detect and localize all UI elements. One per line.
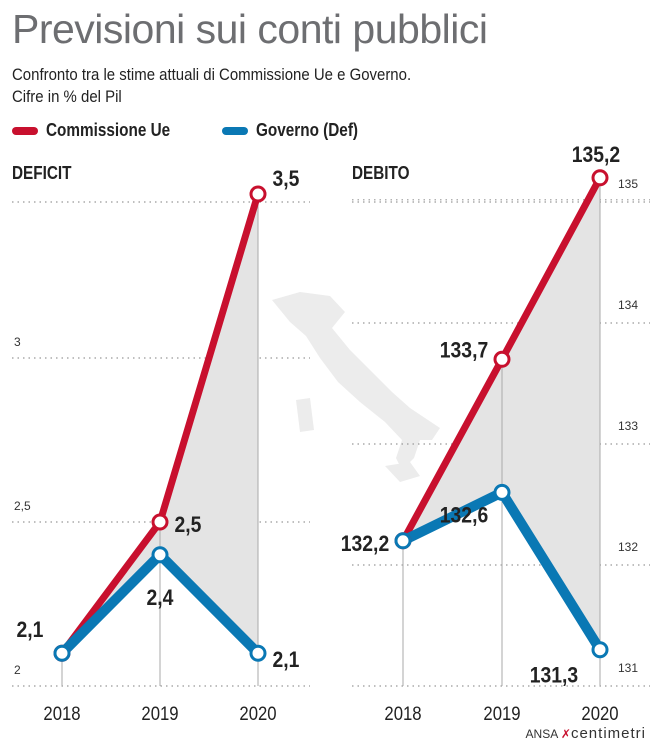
centimetri-logo-icon: ✗	[560, 727, 571, 741]
data-point-governo	[591, 641, 609, 659]
x-tick-label: 2018	[43, 703, 80, 724]
y-tick-label: 3	[14, 335, 21, 349]
italy-map-watermark	[272, 292, 440, 482]
difference-area	[62, 194, 258, 654]
y-tick-label: 135	[618, 177, 638, 191]
data-label: 2,1	[17, 618, 44, 642]
data-label: 2,5	[175, 513, 202, 537]
x-tick-label: 2019	[483, 703, 520, 724]
data-point-governo	[493, 483, 511, 501]
subtitle-line-2: Cifre in % del Pil	[12, 87, 122, 106]
credit-source: ANSA	[525, 727, 558, 741]
data-label: 133,7	[440, 338, 488, 362]
legend-swatch-red	[12, 126, 38, 135]
panel-title-deficit: DEFICIT	[12, 163, 72, 183]
data-point-commissione	[249, 185, 267, 203]
legend-label: Governo (Def)	[256, 120, 359, 140]
y-tick-label: 2	[14, 663, 21, 677]
data-label: 132,6	[440, 503, 488, 527]
y-tick-label: 134	[618, 298, 638, 312]
data-point-governo	[249, 644, 267, 662]
data-label: 2,1	[273, 648, 300, 672]
data-point-commissione	[151, 513, 169, 531]
data-label: 2,4	[147, 586, 174, 610]
credit-brand: centimetri	[570, 725, 646, 742]
y-tick-label: 133	[618, 419, 638, 433]
subtitle-line-1: Confronto tra le stime attuali di Commis…	[12, 65, 412, 84]
chart-subtitle: Confronto tra le stime attuali di Commis…	[12, 64, 411, 108]
credit: ANSA ✗centimetri	[526, 725, 646, 742]
data-label: 3,5	[273, 167, 300, 191]
data-label: 131,3	[530, 664, 578, 688]
legend-item-commissione: Commissione Ue	[12, 120, 192, 141]
legend-label: Commissione Ue	[46, 120, 171, 140]
data-point-governo	[53, 644, 71, 662]
chart-title: Previsioni sui conti pubblici	[12, 6, 488, 52]
data-point-commissione	[493, 350, 511, 368]
data-point-commissione	[591, 169, 609, 187]
legend-item-governo: Governo (Def)	[222, 120, 376, 141]
y-tick-label: 132	[618, 540, 638, 554]
data-label: 135,2	[572, 143, 620, 167]
legend-swatch-blue	[222, 126, 248, 135]
y-tick-label: 2,5	[14, 499, 31, 513]
x-tick-label: 2020	[239, 703, 276, 724]
panel-title-debito: DEBITO	[352, 163, 410, 183]
x-tick-label: 2020	[581, 703, 618, 724]
x-tick-label: 2019	[141, 703, 178, 724]
x-tick-label: 2018	[384, 703, 421, 724]
data-point-governo	[394, 532, 412, 550]
data-point-governo	[151, 546, 169, 564]
y-tick-label: 131	[618, 661, 638, 675]
data-label: 132,2	[341, 532, 389, 556]
